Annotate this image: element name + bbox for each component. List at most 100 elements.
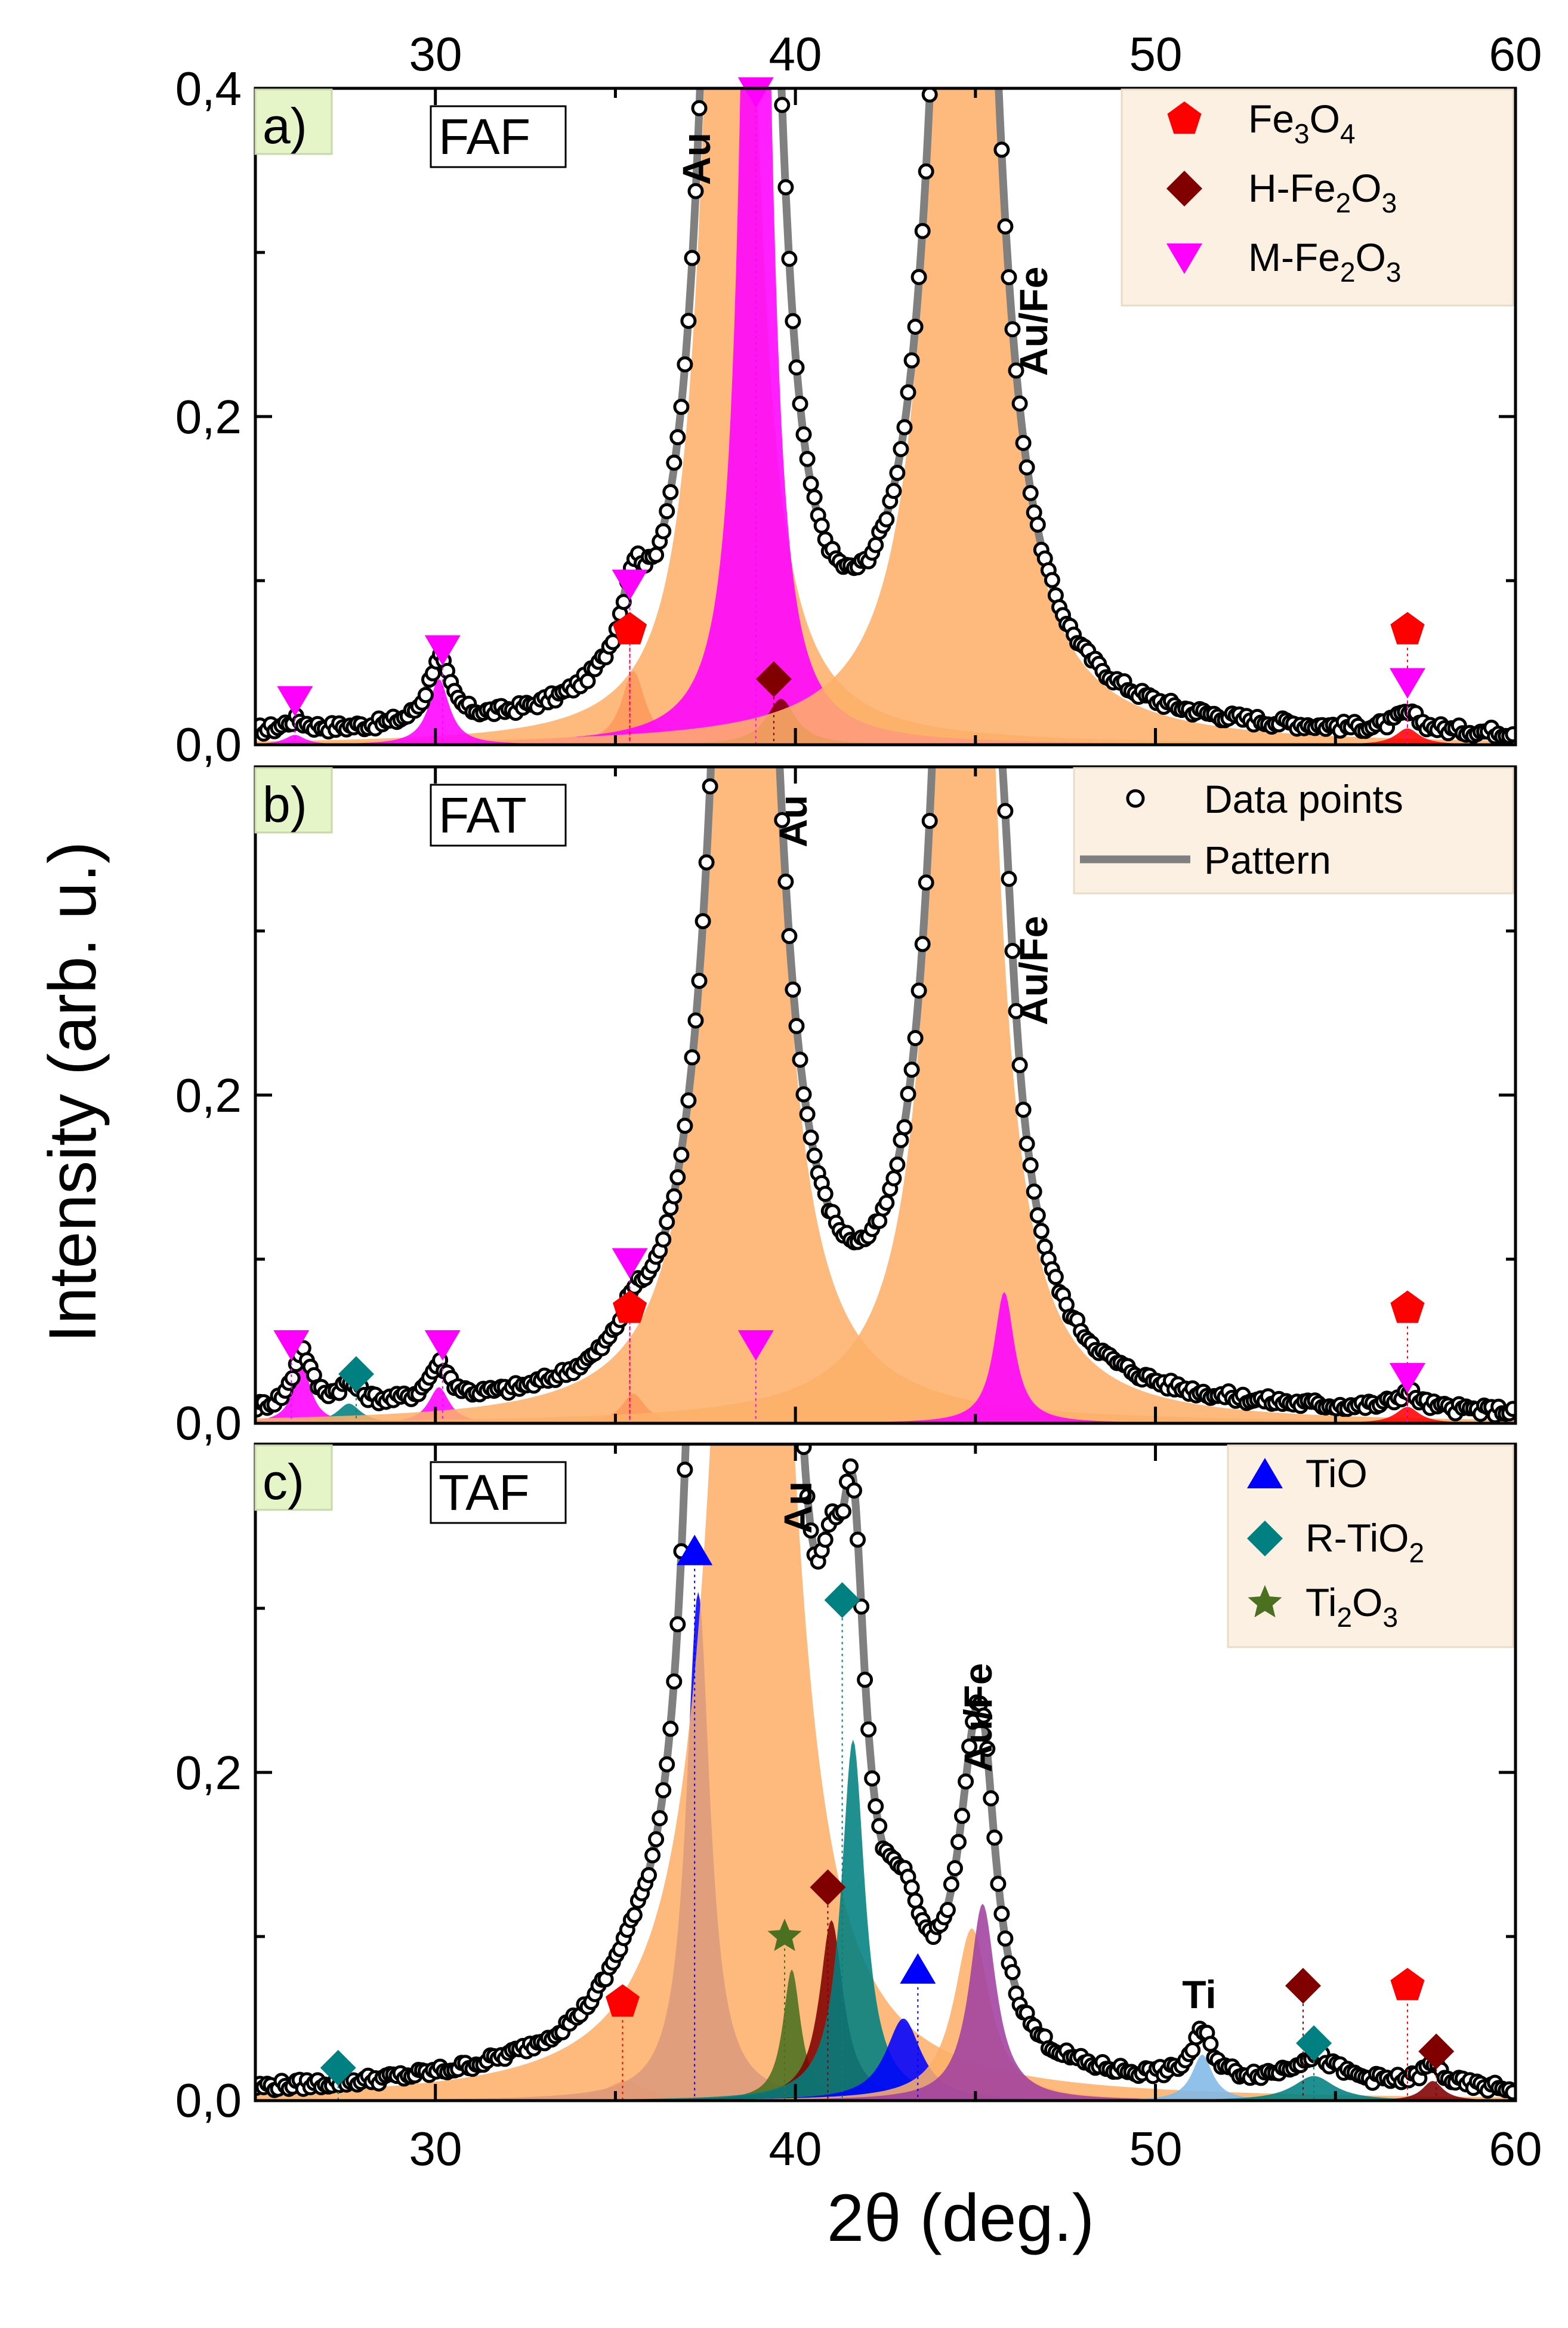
data-point bbox=[889, 1157, 906, 1173]
data-point bbox=[1004, 321, 1021, 338]
legend-fe-phases: Fe3O4 H-Fe2O3 M-Fe2O3 bbox=[1121, 88, 1514, 307]
data-point bbox=[774, 97, 791, 113]
data-point bbox=[698, 854, 715, 871]
data-point bbox=[1033, 1223, 1050, 1239]
y-axis-label: Intensity (arb. u.) bbox=[35, 841, 110, 1343]
peak-fe3o4-7 bbox=[255, 728, 1515, 745]
peak-fe3o4-7 bbox=[255, 1407, 1515, 1423]
annotation-aufe-a: Au/Fe bbox=[1011, 267, 1055, 376]
marker-r-tio2-0 bbox=[320, 2050, 356, 2086]
data-point bbox=[903, 1879, 920, 1896]
data-point bbox=[943, 1876, 959, 1892]
sample-label-taf-text: TAF bbox=[439, 1464, 529, 1521]
data-point bbox=[910, 269, 927, 285]
data-point bbox=[702, 778, 718, 795]
data-point bbox=[921, 813, 938, 830]
panel-a bbox=[254, 77, 1517, 747]
data-point bbox=[802, 1522, 819, 1539]
data-points bbox=[255, 88, 1515, 745]
marker-m-fe2o3-5 bbox=[737, 1330, 774, 1361]
data-point bbox=[677, 356, 693, 373]
data-point bbox=[655, 523, 672, 539]
marker-fe3o4-1 bbox=[606, 1984, 640, 2017]
data-point bbox=[1011, 395, 1028, 412]
legend-general: Data points Pattern bbox=[1073, 767, 1514, 895]
data-point bbox=[655, 1231, 672, 1248]
y-tick-c-2: 0,2 bbox=[175, 1746, 242, 1799]
x-axis-label: 2θ (deg.) bbox=[827, 2181, 1094, 2255]
marker-h-fe2o3-4 bbox=[755, 661, 792, 697]
data-point bbox=[655, 1782, 672, 1799]
data-point bbox=[1001, 871, 1017, 887]
legend-marker-c-2 bbox=[1248, 1585, 1282, 1618]
legend-r-tio2: R-TiO2 bbox=[1305, 1516, 1424, 1568]
marker-r-tio2-8 bbox=[1296, 2025, 1332, 2061]
top-x-tick-50: 50 bbox=[1129, 27, 1183, 81]
top-x-tick-40: 40 bbox=[769, 27, 822, 81]
marker-fe3o4-5 bbox=[1390, 612, 1425, 645]
data-point bbox=[1029, 1207, 1046, 1223]
data-point bbox=[677, 1118, 693, 1134]
data-point bbox=[1018, 1136, 1035, 1152]
data-point bbox=[857, 1672, 873, 1688]
data-point bbox=[673, 1146, 690, 1163]
data-point bbox=[903, 1062, 920, 1078]
data-point bbox=[842, 1458, 859, 1475]
marker-m-fe2o3-6 bbox=[1389, 668, 1425, 699]
marker-m-fe2o3-0 bbox=[273, 1330, 310, 1361]
data-point bbox=[900, 1086, 916, 1102]
data-point bbox=[417, 687, 434, 704]
data-point bbox=[680, 1092, 697, 1109]
data-point bbox=[864, 1770, 881, 1787]
y-tick-labels: 0,0 0,2 0,4 0,0 0,2 0,0 0,2 bbox=[175, 62, 242, 2127]
data-point bbox=[684, 1049, 700, 1066]
data-point bbox=[954, 1808, 970, 1824]
data-point bbox=[785, 313, 801, 329]
data-point bbox=[691, 973, 708, 989]
data-point bbox=[1015, 434, 1032, 451]
marker-h-fe2o3-7 bbox=[1285, 1968, 1321, 2004]
data-point bbox=[1505, 726, 1515, 742]
data-point bbox=[777, 873, 794, 890]
data-point bbox=[947, 1860, 963, 1876]
data-point bbox=[846, 1482, 862, 1499]
panel-label-a: a) bbox=[254, 88, 333, 155]
data-point bbox=[817, 1186, 834, 1202]
annotation-ti-c: Ti bbox=[1182, 1972, 1216, 2016]
data-point bbox=[961, 1738, 978, 1755]
data-point bbox=[687, 1012, 704, 1029]
marker-tio-6 bbox=[900, 1953, 936, 1984]
data-point bbox=[950, 1834, 967, 1851]
data-point bbox=[662, 484, 679, 501]
data-point bbox=[795, 1444, 812, 1456]
data-point bbox=[997, 1930, 1014, 1947]
data-point bbox=[860, 1721, 877, 1738]
data-point bbox=[641, 1867, 657, 1883]
data-point bbox=[673, 399, 690, 415]
data-point bbox=[781, 251, 798, 267]
legend-pattern: Pattern bbox=[1204, 838, 1331, 882]
data-point bbox=[910, 982, 927, 999]
data-point bbox=[903, 352, 920, 369]
data-point bbox=[659, 503, 675, 520]
panel-label-b: b) bbox=[254, 767, 333, 834]
data-point bbox=[806, 1148, 823, 1164]
marker-r-tio2-3 bbox=[824, 1582, 860, 1618]
data-point bbox=[878, 511, 895, 528]
peak-au/fe-4 bbox=[255, 88, 1515, 745]
data-point bbox=[802, 476, 819, 492]
panel-label-c-text: c) bbox=[263, 1454, 304, 1510]
data-point bbox=[781, 928, 798, 944]
x-tick-50: 50 bbox=[1129, 2122, 1183, 2175]
legend-tio: TiO bbox=[1305, 1451, 1368, 1496]
annotation-au-a: Au bbox=[674, 132, 718, 185]
data-point bbox=[687, 183, 704, 199]
y-tick-c-0: 0,0 bbox=[175, 2074, 242, 2127]
data-point bbox=[1505, 2084, 1515, 2101]
data-point bbox=[907, 1892, 924, 1909]
data-point bbox=[853, 1598, 870, 1615]
data-point bbox=[1004, 1964, 1021, 1981]
legend-marker-1 bbox=[1166, 171, 1202, 206]
marker-h-fe2o3-4 bbox=[810, 1869, 846, 1905]
legend-marker-0 bbox=[1167, 101, 1202, 134]
